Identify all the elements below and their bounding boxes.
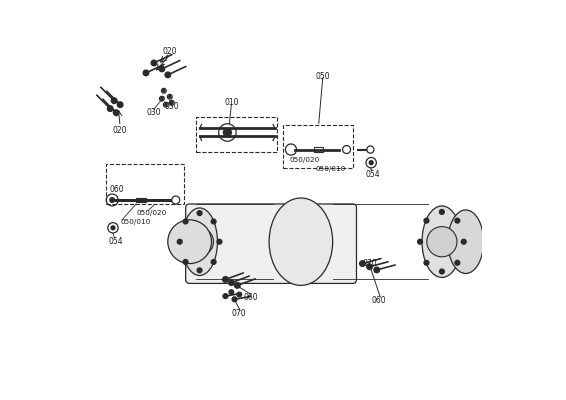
Circle shape bbox=[110, 198, 114, 202]
Bar bbox=[283, 124, 353, 168]
Circle shape bbox=[165, 104, 167, 106]
Text: 060: 060 bbox=[110, 185, 125, 194]
Text: 030: 030 bbox=[165, 102, 179, 111]
Circle shape bbox=[197, 268, 202, 273]
Circle shape bbox=[440, 210, 444, 214]
Circle shape bbox=[455, 218, 460, 223]
Circle shape bbox=[369, 161, 373, 165]
Circle shape bbox=[162, 90, 165, 92]
Bar bbox=[106, 164, 184, 204]
Circle shape bbox=[367, 264, 372, 270]
Circle shape bbox=[211, 260, 216, 264]
Ellipse shape bbox=[422, 206, 462, 278]
Text: 054: 054 bbox=[109, 237, 123, 246]
Text: 054: 054 bbox=[365, 170, 380, 179]
Circle shape bbox=[424, 218, 429, 223]
Bar bbox=[196, 116, 277, 152]
Ellipse shape bbox=[182, 208, 217, 276]
Circle shape bbox=[186, 228, 213, 256]
Text: 010: 010 bbox=[224, 98, 239, 107]
Circle shape bbox=[165, 72, 170, 78]
Circle shape bbox=[168, 220, 212, 264]
Text: 050/020: 050/020 bbox=[137, 210, 167, 216]
Text: 030: 030 bbox=[147, 108, 161, 117]
Circle shape bbox=[359, 261, 365, 266]
Circle shape bbox=[183, 260, 188, 264]
Circle shape bbox=[229, 290, 234, 294]
Circle shape bbox=[440, 269, 444, 274]
Circle shape bbox=[161, 98, 163, 100]
Circle shape bbox=[108, 106, 113, 112]
Text: 060: 060 bbox=[244, 293, 259, 302]
Circle shape bbox=[217, 239, 222, 244]
Circle shape bbox=[232, 297, 237, 302]
Circle shape bbox=[211, 219, 216, 224]
Circle shape bbox=[143, 70, 149, 76]
Circle shape bbox=[222, 277, 228, 282]
Circle shape bbox=[427, 227, 457, 257]
Text: 070: 070 bbox=[362, 259, 377, 268]
Circle shape bbox=[112, 98, 117, 104]
Circle shape bbox=[418, 239, 422, 244]
Circle shape bbox=[223, 294, 228, 298]
Circle shape bbox=[224, 128, 231, 136]
Text: 020: 020 bbox=[113, 126, 127, 135]
Circle shape bbox=[374, 267, 380, 273]
Text: 020: 020 bbox=[162, 46, 177, 56]
Circle shape bbox=[183, 219, 188, 224]
Circle shape bbox=[455, 260, 460, 265]
Ellipse shape bbox=[448, 210, 483, 274]
Circle shape bbox=[461, 239, 466, 244]
Circle shape bbox=[229, 280, 234, 286]
Circle shape bbox=[177, 239, 182, 244]
Circle shape bbox=[169, 96, 171, 98]
Bar bbox=[136, 198, 146, 202]
Text: 050/010: 050/010 bbox=[121, 219, 151, 225]
Text: 060: 060 bbox=[371, 296, 385, 305]
Text: 050/010: 050/010 bbox=[315, 166, 346, 172]
Circle shape bbox=[159, 66, 165, 72]
Text: 050/020: 050/020 bbox=[290, 157, 320, 163]
Circle shape bbox=[111, 226, 115, 230]
Circle shape bbox=[170, 102, 173, 104]
Circle shape bbox=[234, 283, 240, 288]
Circle shape bbox=[117, 102, 123, 108]
Text: 050: 050 bbox=[315, 72, 330, 81]
Ellipse shape bbox=[269, 198, 333, 286]
Circle shape bbox=[424, 260, 429, 265]
Circle shape bbox=[113, 110, 119, 115]
Text: 070: 070 bbox=[232, 309, 247, 318]
Circle shape bbox=[197, 211, 202, 216]
FancyBboxPatch shape bbox=[186, 204, 357, 284]
Bar bbox=[314, 147, 323, 152]
Circle shape bbox=[237, 292, 242, 297]
Circle shape bbox=[151, 60, 157, 66]
